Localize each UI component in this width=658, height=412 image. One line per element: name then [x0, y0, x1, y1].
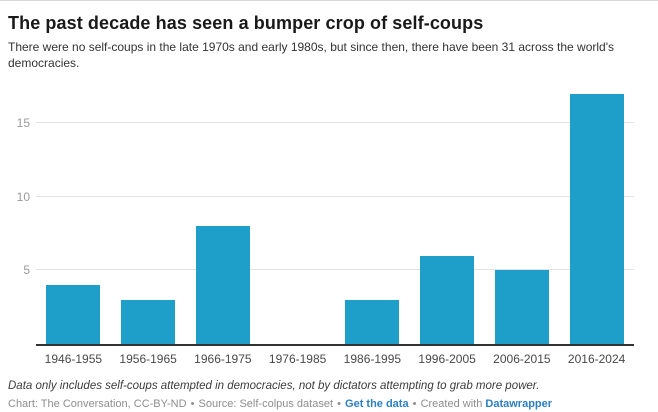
bar-1956-1965[interactable]	[121, 299, 176, 344]
gridline-5	[36, 269, 634, 271]
chart-byline: Chart: The Conversation, CC-BY-ND • Sour…	[8, 398, 646, 411]
x-axis-labels: 1946-1955 1956-1965 1966-1975 1976-1985 1986…	[36, 352, 634, 366]
byline-separator: •	[190, 398, 195, 410]
x-tick-label-1956-1965: 1956-1965	[119, 352, 177, 366]
x-tick-label-1986-1995: 1986-1995	[343, 352, 402, 366]
y-tick-label-10: 10	[16, 189, 30, 204]
bar-column-2016-2024	[559, 94, 634, 344]
x-tick-label-1976-1985: 1976-1985	[268, 352, 327, 366]
bar-2016-2024[interactable]	[569, 94, 624, 344]
bar-column-1946-1955	[36, 94, 111, 344]
plot-area: 5 10 15	[17, 94, 634, 346]
y-tick-label-5: 5	[23, 263, 30, 278]
chart-credit: Chart: The Conversation, CC-BY-ND	[8, 398, 187, 410]
bar-column-1996-2005	[410, 94, 485, 344]
get-data-link[interactable]: Get the data	[345, 398, 409, 410]
bar-1946-1955[interactable]	[46, 285, 101, 344]
bars-container	[36, 94, 634, 344]
created-with-label: Created with	[420, 398, 483, 410]
bar-column-1976-1985	[260, 94, 335, 344]
x-tick-label-1966-1975: 1966-1975	[194, 352, 252, 366]
gridline-15	[36, 122, 634, 124]
bar-1986-1995[interactable]	[345, 299, 400, 344]
chart-note: Data only includes self-coups attempted …	[8, 380, 540, 392]
y-tick-label-15: 15	[16, 116, 30, 131]
bar-chart: 5 10 15 1946-1955 1956-1965 1966-1975 1976-19…	[8, 94, 646, 366]
x-tick-label-2016-2024: 2016-2024	[567, 352, 626, 366]
chart-title: The past decade has seen a bumper crop o…	[8, 13, 484, 33]
bar-2006-2015[interactable]	[494, 270, 549, 344]
x-tick-label-2006-2015: 2006-2015	[493, 352, 551, 366]
byline-separator: •	[337, 398, 341, 410]
x-tick-label-1996-2005: 1996-2005	[418, 352, 476, 366]
byline-separator: •	[412, 398, 417, 410]
bar-column-1956-1965	[111, 94, 186, 344]
bar-column-1986-1995	[335, 94, 410, 344]
bar-1966-1975[interactable]	[195, 226, 250, 344]
bar-1996-2005[interactable]	[420, 255, 475, 344]
source-credit: Source: Self-colpus dataset	[198, 398, 334, 410]
datawrapper-link[interactable]: Datawrapper	[485, 398, 553, 410]
gridline-10	[36, 195, 634, 197]
bar-column-2006-2015	[485, 94, 560, 344]
chart-subtitle: There were no self-coups in the late 197…	[8, 40, 614, 70]
x-tick-label-1946-1955: 1946-1955	[44, 352, 103, 366]
bar-column-1966-1975	[186, 94, 261, 344]
